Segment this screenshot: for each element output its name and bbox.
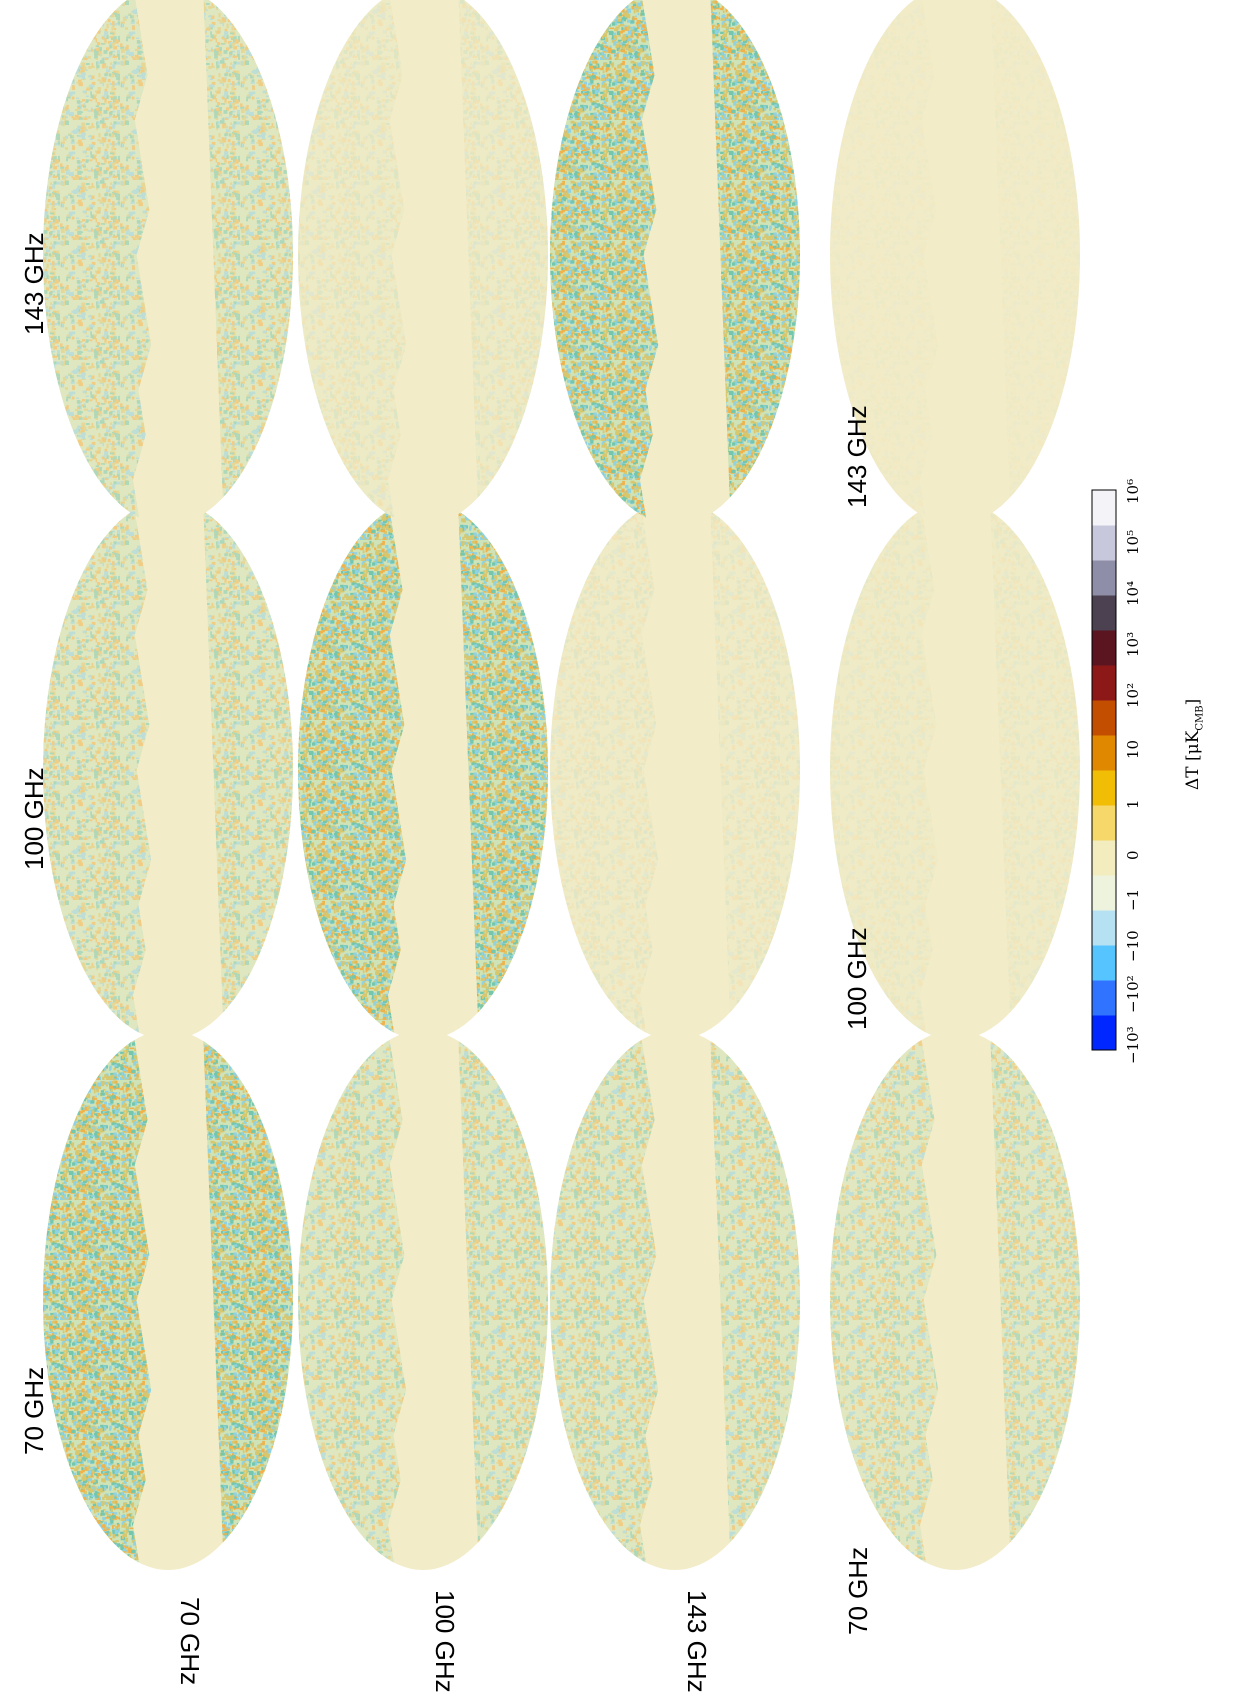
colorbar-segment — [1092, 840, 1116, 876]
column-label-70ghz: 70 GHz — [19, 1366, 49, 1455]
map-143-143 — [550, 0, 800, 525]
colorbar-segment — [1092, 595, 1116, 631]
colorbar-unit-label: ΔT [μKCMB] — [1183, 698, 1206, 790]
column-label-100ghz: 100 GHz — [19, 767, 49, 870]
map-70-143 — [43, 0, 293, 525]
colorbar-tick-label: 10⁴ — [1124, 580, 1142, 606]
colorbar-tick-label: −10³ — [1124, 1026, 1142, 1064]
bottom-label-100ghz: 100 GHz — [842, 927, 872, 1030]
colorbar-tick-label: 1 — [1124, 799, 1142, 810]
colorbar-segment — [1092, 805, 1116, 841]
colorbar-segment — [1092, 735, 1116, 771]
colorbar-segment — [1092, 945, 1116, 981]
map-143-70 — [550, 1030, 800, 1570]
row-label-100ghz: 100 GHz — [430, 1590, 460, 1693]
row-label-70ghz: 70 GHz — [175, 1597, 205, 1686]
colorbar-tick-label: 10² — [1124, 682, 1142, 708]
colorbar-segment — [1092, 910, 1116, 946]
colorbar-segment — [1092, 490, 1116, 526]
colorbar-tick-label: 10⁵ — [1124, 529, 1142, 555]
colorbar — [1091, 489, 1117, 1051]
colorbar-segment — [1092, 875, 1116, 911]
colorbar-tick-label: 10 — [1124, 739, 1142, 759]
bottom-label-143ghz: 143 GHz — [842, 405, 872, 508]
map-100-100 — [298, 500, 548, 1040]
colorbar-tick-label: −10² — [1124, 975, 1142, 1014]
map-70-70 — [43, 1030, 293, 1570]
colorbar-tick-label: 0 — [1124, 850, 1142, 861]
colorbar-segment — [1092, 525, 1116, 561]
map-bottom-70 — [830, 1030, 1080, 1570]
row-label-143ghz: 143 GHz — [682, 1590, 712, 1693]
colorbar-segment — [1092, 700, 1116, 736]
map-143-100 — [550, 500, 800, 1040]
colorbar-segment — [1092, 665, 1116, 701]
map-bottom-100 — [830, 500, 1080, 1040]
colorbar-segment — [1092, 560, 1116, 596]
map-bottom-143 — [830, 0, 1080, 525]
colorbar-tick-label: −1 — [1124, 889, 1142, 912]
colorbar-tick-label: 10³ — [1124, 631, 1142, 657]
colorbar-segment — [1092, 770, 1116, 806]
colorbar-segment — [1092, 630, 1116, 666]
map-100-143 — [298, 0, 548, 525]
map-70-100 — [43, 500, 293, 1040]
map-100-70 — [298, 1030, 548, 1570]
colorbar-tick-label: 10⁶ — [1124, 478, 1142, 504]
colorbar-tick-label: −10 — [1124, 930, 1142, 963]
colorbar-segment — [1092, 980, 1116, 1016]
column-label-143ghz: 143 GHz — [19, 232, 49, 335]
colorbar-segment — [1092, 1015, 1116, 1051]
bottom-label-70ghz: 70 GHz — [843, 1546, 873, 1635]
colorbar-frame — [1091, 489, 1117, 1051]
